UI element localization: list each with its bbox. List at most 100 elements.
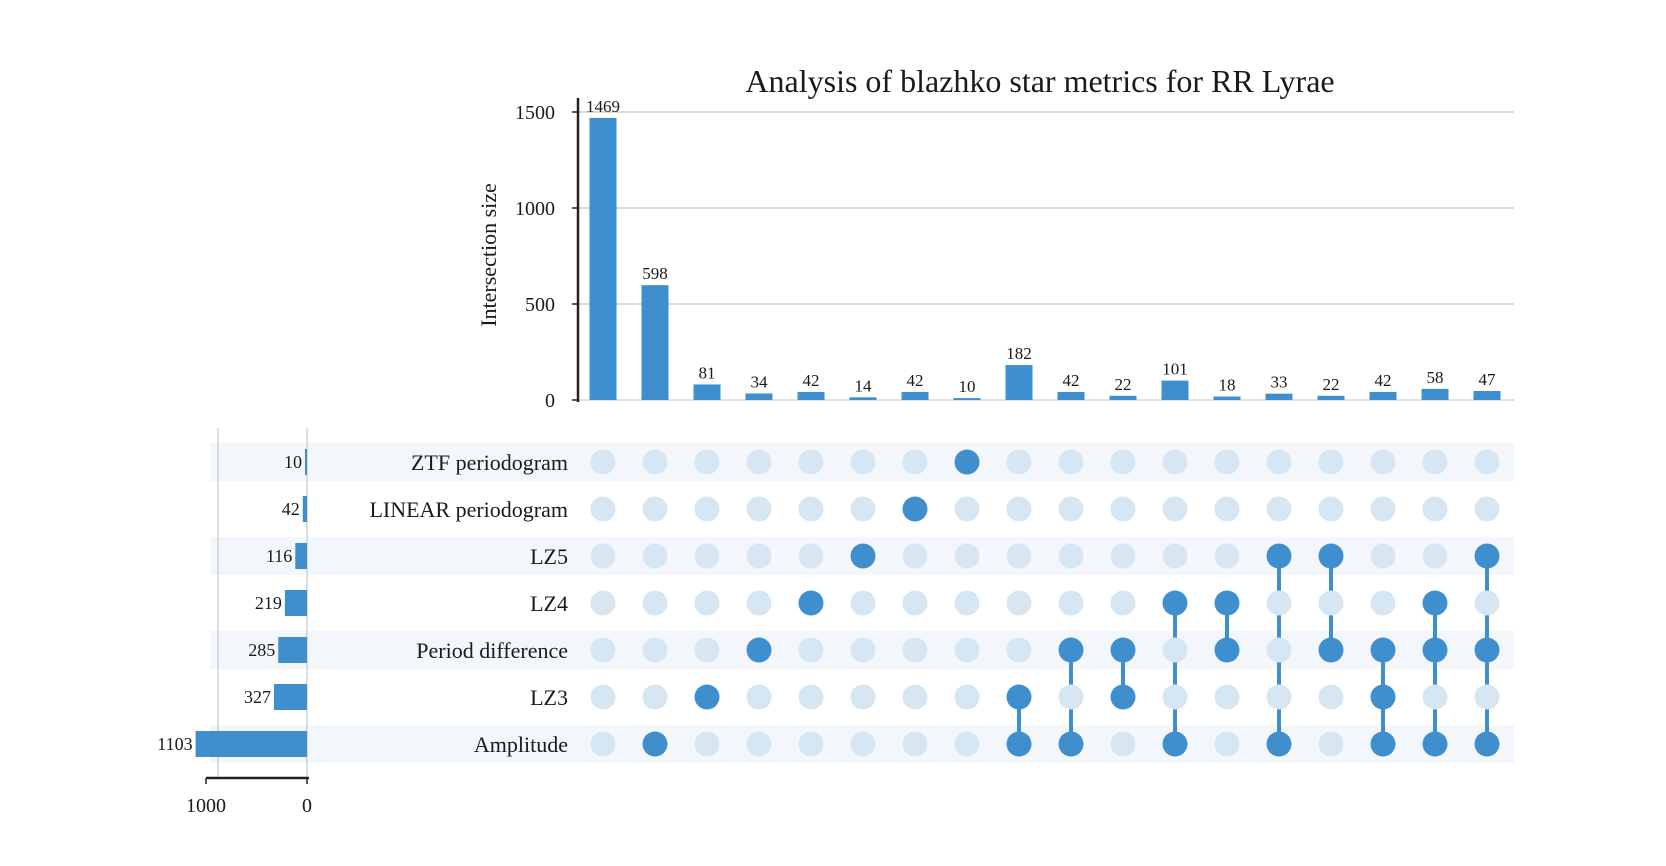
set-size-tick-label: 1000 bbox=[186, 795, 226, 817]
bar-value-label: 182 bbox=[1006, 344, 1032, 363]
set-size-tick-label: 0 bbox=[302, 795, 312, 817]
matrix-dot-inactive bbox=[902, 637, 928, 663]
matrix-dot-active bbox=[1214, 637, 1240, 663]
set-label: LZ5 bbox=[530, 544, 568, 569]
matrix-dot-inactive bbox=[1266, 449, 1292, 475]
matrix-dot-inactive bbox=[1006, 449, 1032, 475]
matrix-dot-inactive bbox=[1110, 590, 1136, 616]
matrix-dot-inactive bbox=[746, 731, 772, 757]
set-size-bars: 10 42 116 219 285 327 1103 1000 0 bbox=[157, 428, 312, 817]
matrix-dot-inactive bbox=[590, 449, 616, 475]
bar-value-label: 42 bbox=[1063, 371, 1080, 390]
matrix-dot-inactive bbox=[954, 543, 980, 569]
matrix-dot-inactive bbox=[746, 590, 772, 616]
intersection-bar bbox=[1161, 380, 1189, 400]
bar-value-label: 58 bbox=[1427, 368, 1444, 387]
matrix-dot-inactive bbox=[1266, 637, 1292, 663]
y-tick-label: 1500 bbox=[515, 102, 555, 124]
set-label: LINEAR periodogram bbox=[369, 497, 568, 522]
matrix-dot-inactive bbox=[1162, 449, 1188, 475]
matrix-dot-inactive bbox=[590, 731, 616, 757]
bar-value-label: 33 bbox=[1271, 373, 1288, 392]
set-label: LZ4 bbox=[530, 591, 568, 616]
matrix-dot-inactive bbox=[1318, 496, 1344, 522]
matrix-dot-inactive bbox=[902, 449, 928, 475]
set-size-bar bbox=[295, 543, 307, 569]
matrix-dot-inactive bbox=[1006, 496, 1032, 522]
matrix-dot-inactive bbox=[1422, 684, 1448, 710]
matrix-dot-inactive bbox=[746, 496, 772, 522]
matrix-dot-active bbox=[954, 449, 980, 475]
matrix-dot-active bbox=[1266, 543, 1292, 569]
matrix-dot-active bbox=[1370, 731, 1396, 757]
matrix-dot-active bbox=[1422, 731, 1448, 757]
matrix-dot-active bbox=[1474, 543, 1500, 569]
matrix-dot-inactive bbox=[1474, 590, 1500, 616]
matrix-dot-inactive bbox=[1370, 496, 1396, 522]
intersection-bar bbox=[745, 393, 773, 400]
matrix-dot-inactive bbox=[954, 590, 980, 616]
set-label: LZ3 bbox=[530, 685, 568, 710]
intersection-bar bbox=[953, 398, 981, 400]
matrix-dot-inactive bbox=[798, 684, 824, 710]
set-size-bar bbox=[305, 449, 307, 475]
intersection-bar bbox=[1005, 365, 1033, 400]
intersection-bar bbox=[1057, 391, 1085, 400]
matrix-dot-inactive bbox=[590, 590, 616, 616]
matrix-dot-inactive bbox=[642, 684, 668, 710]
matrix-dot-inactive bbox=[642, 590, 668, 616]
intersection-bar bbox=[693, 384, 721, 400]
matrix-dot-active bbox=[1162, 590, 1188, 616]
matrix-dot-active bbox=[694, 684, 720, 710]
intersection-bar bbox=[1369, 391, 1397, 400]
y-tick-label: 500 bbox=[525, 294, 555, 316]
matrix-dot-inactive bbox=[1318, 449, 1344, 475]
matrix-dot-inactive bbox=[1318, 684, 1344, 710]
matrix-dot-inactive bbox=[694, 496, 720, 522]
matrix-dot-inactive bbox=[1474, 449, 1500, 475]
y-tick-label: 0 bbox=[545, 390, 555, 412]
matrix-dot-inactive bbox=[1162, 637, 1188, 663]
matrix-dot-inactive bbox=[1110, 731, 1136, 757]
matrix-dot-inactive bbox=[1006, 590, 1032, 616]
matrix-dot-inactive bbox=[1214, 496, 1240, 522]
matrix-dot-inactive bbox=[694, 637, 720, 663]
matrix-dot-active bbox=[1058, 731, 1084, 757]
bar-value-label: 1469 bbox=[586, 97, 620, 116]
matrix-dot-inactive bbox=[1162, 543, 1188, 569]
matrix-dot-inactive bbox=[590, 543, 616, 569]
set-label: Period difference bbox=[416, 638, 568, 663]
intersection-bars: 1469 598 81 34 42 14 42 10 182 42 22 101 18 33 22 42 58 4… bbox=[586, 97, 1501, 401]
bar-value-label: 18 bbox=[1219, 376, 1236, 395]
matrix-dot-inactive bbox=[746, 684, 772, 710]
matrix-dot-inactive bbox=[1162, 496, 1188, 522]
set-size-bar bbox=[278, 637, 307, 663]
intersection-bar bbox=[641, 285, 669, 400]
bar-value-label: 101 bbox=[1162, 360, 1188, 379]
matrix-dot-active bbox=[850, 543, 876, 569]
matrix-dot-inactive bbox=[1058, 449, 1084, 475]
matrix-dot-active bbox=[798, 590, 824, 616]
matrix-dot-inactive bbox=[902, 684, 928, 710]
matrix-dot-inactive bbox=[850, 731, 876, 757]
matrix-dot-inactive bbox=[746, 449, 772, 475]
matrix-dot-inactive bbox=[1058, 496, 1084, 522]
matrix-dot-inactive bbox=[798, 449, 824, 475]
matrix-dot-inactive bbox=[1058, 590, 1084, 616]
matrix-dot-active bbox=[1318, 543, 1344, 569]
intersection-bar bbox=[1109, 395, 1137, 400]
matrix-dot-inactive bbox=[746, 543, 772, 569]
matrix-dot-inactive bbox=[1266, 496, 1292, 522]
bar-value-label: 14 bbox=[855, 376, 873, 395]
intersection-bar bbox=[1213, 396, 1241, 400]
matrix-dot-inactive bbox=[850, 637, 876, 663]
membership-matrix bbox=[590, 449, 1500, 757]
matrix-dot-inactive bbox=[1266, 590, 1292, 616]
matrix-dot-active bbox=[1474, 637, 1500, 663]
matrix-dot-inactive bbox=[1474, 496, 1500, 522]
bar-value-label: 22 bbox=[1115, 375, 1132, 394]
bar-value-label: 47 bbox=[1479, 370, 1497, 389]
bar-value-label: 42 bbox=[803, 371, 820, 390]
set-size-value-label: 219 bbox=[255, 593, 282, 613]
matrix-dot-active bbox=[1214, 590, 1240, 616]
